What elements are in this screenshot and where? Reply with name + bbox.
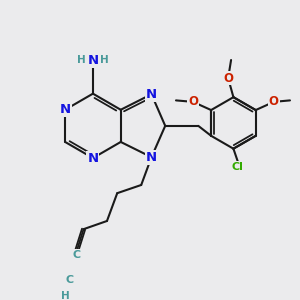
Text: N: N [87,54,98,68]
Text: H: H [77,55,86,65]
Text: O: O [188,95,198,108]
Text: H: H [100,55,108,65]
Text: C: C [66,275,74,285]
Text: H: H [61,291,70,300]
Text: Cl: Cl [232,162,244,172]
Text: N: N [146,88,157,101]
Text: N: N [146,151,157,164]
Text: N: N [60,103,71,116]
Text: O: O [269,95,279,108]
Text: N: N [87,152,98,165]
Text: O: O [223,72,233,85]
Text: C: C [72,250,80,260]
